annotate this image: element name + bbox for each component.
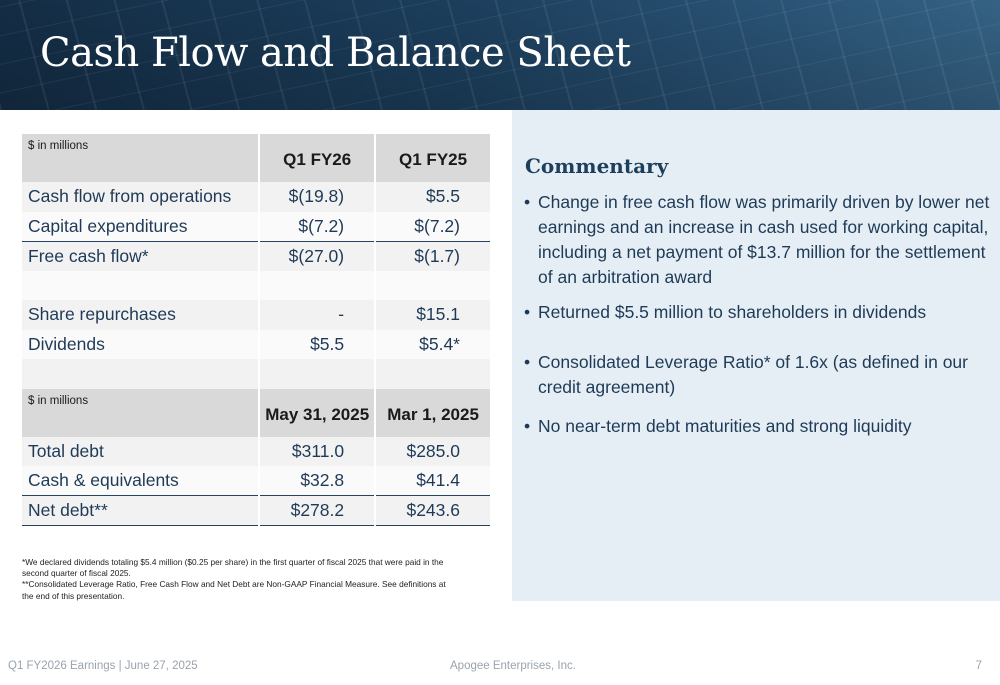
row-label: Cash flow from operations	[22, 182, 261, 212]
page-number: 7	[975, 660, 982, 672]
cell-value: $15.1	[375, 300, 492, 330]
table-row: Cash & equivalents $32.8 $41.4	[22, 466, 492, 496]
footnote: *We declared dividends totaling $5.4 mil…	[22, 557, 452, 602]
units-label: $ in millions	[28, 394, 89, 407]
cell-value: $32.8	[259, 466, 377, 496]
list-item: Consolidated Leverage Ratio* of 1.6x (as…	[524, 350, 990, 400]
page-title: Cash Flow and Balance Sheet	[40, 30, 631, 76]
table-row: Capital expenditures $(7.2) $(7.2)	[22, 211, 492, 241]
header-banner: Cash Flow and Balance Sheet	[0, 0, 1000, 110]
row-label: Total debt	[22, 436, 261, 466]
row-label: Net debt**	[22, 495, 261, 526]
table-row: Cash flow from operations $(19.8) $5.5	[22, 182, 492, 212]
commentary-panel: Commentary Change in free cash flow was …	[512, 110, 1000, 601]
footnote-dividends: *We declared dividends totaling $5.4 mil…	[22, 557, 444, 579]
cell-value: $(1.7)	[375, 240, 492, 271]
table-row: Dividends $5.5 $5.4*	[22, 329, 492, 359]
list-item: Change in free cash flow was primarily d…	[524, 190, 990, 290]
list-item: No near-term debt maturities and strong …	[524, 414, 990, 439]
building-background	[0, 0, 1000, 110]
table-row: Total debt $311.0 $285.0	[22, 436, 492, 466]
column-header: Mar 1, 2025	[375, 388, 492, 437]
row-label: Capital expenditures	[22, 211, 261, 241]
cell-value: $5.4*	[375, 329, 492, 359]
cell-value: $278.2	[259, 495, 377, 526]
units-label: $ in millions	[28, 140, 89, 152]
row-label: Free cash flow*	[22, 240, 261, 271]
list-item: Returned $5.5 million to shareholders in…	[524, 300, 990, 325]
cell-value: -	[259, 300, 377, 330]
cell-value: $243.6	[375, 495, 492, 526]
commentary-list: Change in free cash flow was primarily d…	[524, 190, 990, 439]
cell-value: $41.4	[375, 466, 492, 496]
row-label: Cash & equivalents	[22, 466, 261, 496]
cell-value: $(19.8)	[259, 182, 377, 212]
table-row: Share repurchases - $15.1	[22, 300, 492, 330]
row-label: Share repurchases	[22, 300, 261, 330]
cell-value: $(7.2)	[259, 211, 377, 241]
cell-value: $5.5	[259, 329, 377, 359]
cell-value: $(7.2)	[375, 211, 492, 241]
column-header: Q1 FY25	[375, 134, 492, 182]
balance-sheet-header-row: $ in millions May 31, 2025 Mar 1, 2025	[22, 388, 492, 437]
column-header: May 31, 2025	[259, 388, 377, 437]
table-row: Net debt** $278.2 $243.6	[22, 495, 492, 526]
footer-event: Q1 FY2026 Earnings | June 27, 2025	[8, 660, 198, 672]
cell-value: $5.5	[375, 182, 492, 212]
row-label: Dividends	[22, 329, 261, 359]
table-row-spacer	[22, 270, 492, 300]
cash-flow-header-row: $ in millions Q1 FY26 Q1 FY25	[22, 134, 492, 182]
footnote-non-gaap: **Consolidated Leverage Ratio, Free Cash…	[22, 579, 446, 601]
financial-table: $ in millions Q1 FY26 Q1 FY25 Cash flow …	[22, 134, 492, 526]
cell-value: $(27.0)	[259, 240, 377, 271]
cell-value: $311.0	[259, 436, 377, 466]
commentary-heading: Commentary	[525, 154, 669, 178]
footer-company: Apogee Enterprises, Inc.	[450, 660, 576, 672]
table-row-spacer	[22, 359, 492, 389]
table-row: Free cash flow* $(27.0) $(1.7)	[22, 240, 492, 271]
column-header: Q1 FY26	[259, 134, 377, 182]
cell-value: $285.0	[375, 436, 492, 466]
